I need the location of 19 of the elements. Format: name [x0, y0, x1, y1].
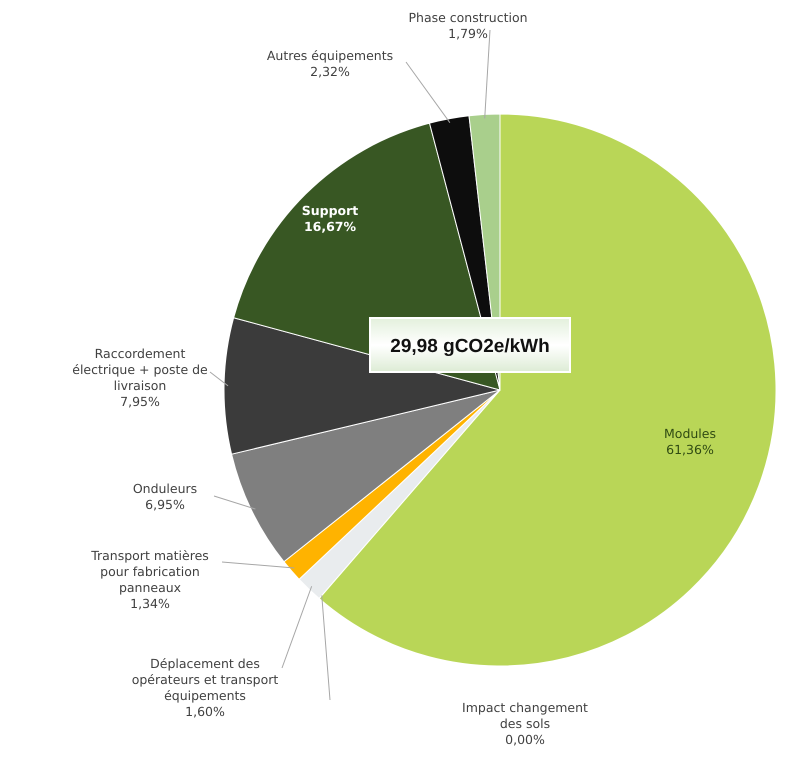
- slice-label: Modules: [664, 426, 716, 441]
- data-label: 16,67%: [304, 219, 356, 234]
- slice-label: Onduleurs: [132, 481, 198, 496]
- slice-label: Transport matières pour fabrication panneaux: [90, 548, 209, 595]
- data-label: 61,36%: [666, 442, 714, 457]
- slice-label: Support: [302, 203, 358, 218]
- data-label: 1,34%: [130, 596, 170, 611]
- data-label: 2,32%: [310, 64, 350, 79]
- slice-label: Phase construction: [408, 10, 528, 25]
- text: 0,00%: [505, 732, 545, 747]
- label-box: 29,98 gCO2e/kWh: [369, 317, 571, 373]
- slice-label: Autres équipements: [266, 48, 394, 63]
- slice-label: Déplacement des opérateurs et transport équipements: [132, 656, 278, 703]
- data-label: 7,95%: [120, 394, 160, 409]
- data-label: 1,79%: [448, 26, 488, 41]
- slice-label: Raccordement électrique + poste de livraison: [72, 346, 208, 393]
- category-label: Impact changement des sols: [462, 700, 588, 731]
- data-label: 1,60%: [185, 704, 225, 719]
- data-label: 6,95%: [145, 497, 185, 512]
